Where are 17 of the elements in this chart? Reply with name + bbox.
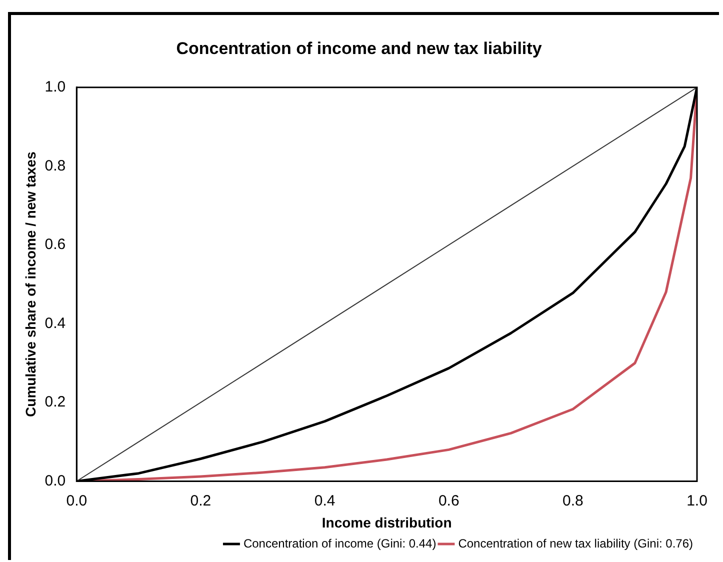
chart-title: Concentration of income and new tax liability [176, 38, 542, 58]
y-tick-label: 0.6 [44, 236, 66, 254]
x-tick-label: 0.4 [314, 492, 336, 510]
x-tick-label: 0.8 [562, 492, 584, 510]
y-tick-label: 1.0 [44, 78, 66, 96]
x-tick-label: 0.2 [190, 492, 212, 510]
y-tick-label: 0.2 [44, 394, 66, 411]
x-tick-label: 1.0 [686, 492, 708, 510]
y-tick-label: 0.4 [44, 314, 66, 332]
y-axis-title: Cumulative share of income / new taxes [22, 151, 38, 417]
legend-label: Concentration of new tax liability (Gini: 0.76) [458, 536, 694, 550]
y-tick-label: 0.0 [44, 472, 66, 490]
y-tick-label: 0.8 [44, 157, 66, 174]
x-tick-label: 0.6 [438, 492, 460, 510]
x-tick-label: 0.0 [66, 492, 88, 510]
x-axis-title: Income distribution [322, 514, 452, 530]
legend-label: Concentration of income (Gini: 0.44) [243, 536, 436, 550]
